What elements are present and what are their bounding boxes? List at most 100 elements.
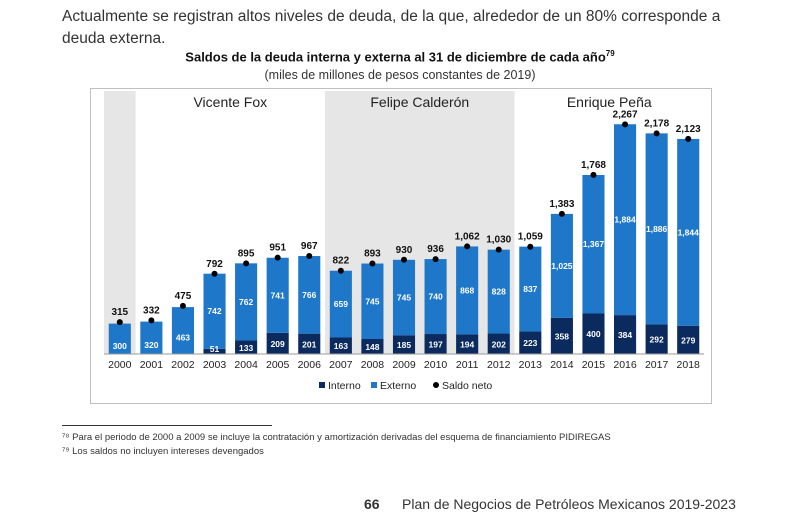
bar-externo-2011 [456, 246, 479, 335]
x-tick-2007: 2007 [329, 359, 353, 371]
label-externo-2009: 745 [397, 293, 411, 303]
bar-externo-2016 [614, 124, 637, 316]
x-tick-2000: 2000 [108, 359, 132, 371]
legend-swatch-saldo-neto [433, 382, 439, 388]
chart-title: Saldos de la deuda interna y externa al … [0, 49, 800, 64]
bar-externo-2015 [582, 174, 605, 314]
label-externo-2008: 745 [365, 296, 379, 306]
label-saldo-2009: 930 [396, 245, 413, 256]
bar-externo-2013 [519, 246, 542, 332]
label-interno-2011: 194 [460, 340, 474, 350]
x-tick-2018: 2018 [677, 359, 701, 371]
label-externo-2017: 1,886 [646, 224, 668, 234]
x-tick-2016: 2016 [613, 359, 637, 371]
label-interno-2006: 201 [302, 339, 316, 349]
label-saldo-2018: 2,123 [676, 124, 701, 135]
legend-label-interno: Interno [328, 380, 361, 392]
label-interno-2004: 133 [239, 343, 253, 353]
bar-externo-2014 [550, 213, 573, 318]
bar-externo-2012 [487, 249, 510, 334]
label-interno-2003: 51 [210, 344, 220, 354]
bar-interno-2011 [456, 334, 479, 354]
bar-externo-2000 [108, 323, 131, 354]
label-externo-2018: 1,844 [678, 227, 700, 237]
label-saldo-2001: 332 [143, 305, 160, 316]
bar-interno-2006 [298, 333, 321, 354]
dot-saldo-2012 [495, 246, 502, 253]
dot-saldo-2005 [274, 254, 281, 261]
bar-interno-2007 [329, 337, 352, 354]
bar-externo-2006 [298, 256, 321, 334]
footnote-78: ⁷⁸ Para el periodo de 2000 a 2009 se inc… [62, 432, 611, 443]
bar-externo-2002 [171, 307, 194, 354]
label-interno-2007: 163 [334, 341, 348, 351]
bar-interno-2003 [203, 348, 226, 354]
label-saldo-2006: 967 [301, 241, 318, 252]
label-externo-2005: 741 [271, 290, 285, 300]
chart-title-footnote-ref: 79 [605, 49, 615, 58]
label-externo-2006: 766 [302, 290, 316, 300]
label-interno-2017: 292 [650, 335, 664, 345]
x-tick-2012: 2012 [487, 359, 511, 371]
label-externo-2015: 1,367 [583, 239, 605, 249]
dot-saldo-2006 [306, 253, 313, 260]
label-interno-2018: 279 [681, 335, 695, 345]
debt-bar-chart: Vicente Fox Felipe Calderón Enrique Peña 30… [104, 91, 704, 392]
period-shade-1 [325, 91, 515, 354]
dot-saldo-2010 [432, 256, 439, 263]
label-externo-2011: 868 [460, 285, 474, 295]
label-interno-2012: 202 [492, 339, 506, 349]
label-interno-2013: 223 [523, 338, 537, 348]
label-saldo-2004: 895 [238, 248, 255, 259]
chart-subtitle: (miles de millones de pesos constantes d… [264, 68, 536, 82]
x-tick-2005: 2005 [266, 359, 290, 371]
bar-interno-2015 [582, 313, 605, 354]
label-externo-2002: 463 [176, 333, 190, 343]
dot-saldo-2015 [590, 171, 597, 178]
bar-interno-2004 [235, 340, 258, 354]
bar-interno-2016 [614, 315, 637, 354]
bar-interno-2008 [361, 339, 384, 354]
label-saldo-2000: 315 [111, 307, 128, 318]
footnote-divider [62, 425, 272, 426]
shade-2000 [104, 91, 136, 354]
period-label-2: Enrique Peña [567, 94, 652, 110]
dot-saldo-2007 [337, 267, 344, 274]
page-number: 66 [364, 496, 380, 512]
label-interno-2014: 358 [555, 331, 569, 341]
label-saldo-2008: 893 [364, 249, 381, 260]
bar-externo-2017 [645, 133, 668, 325]
dot-saldo-2016 [622, 121, 629, 128]
footnote-79: ⁷⁹ Los saldos no incluyen intereses deve… [62, 446, 264, 457]
x-tick-2009: 2009 [392, 359, 416, 371]
dot-saldo-2014 [558, 210, 565, 217]
dot-saldo-2004 [243, 260, 250, 267]
period-label-0: Vicente Fox [193, 94, 267, 110]
label-saldo-2007: 822 [332, 256, 349, 267]
bar-interno-2009 [392, 335, 416, 354]
bar-externo-2004 [235, 263, 258, 341]
label-saldo-2002: 475 [175, 291, 192, 302]
legend-swatch-externo [371, 382, 377, 388]
label-saldo-2016: 2,267 [613, 109, 638, 120]
legend-label-externo: Externo [380, 380, 416, 392]
bar-interno-2012 [487, 333, 510, 354]
dot-saldo-2003 [211, 270, 218, 277]
label-externo-2013: 837 [523, 284, 537, 294]
label-externo-2004: 762 [239, 297, 253, 307]
label-saldo-2010: 936 [427, 244, 444, 255]
bar-externo-2007 [329, 270, 352, 338]
dot-saldo-2013 [527, 243, 534, 250]
bar-interno-2018 [677, 325, 700, 354]
x-tick-2002: 2002 [171, 359, 195, 371]
label-interno-2009: 185 [397, 340, 411, 350]
x-tick-2011: 2011 [456, 359, 479, 371]
label-externo-2001: 320 [144, 340, 158, 350]
label-saldo-2003: 792 [206, 259, 223, 270]
label-interno-2016: 384 [618, 330, 632, 340]
label-externo-2003: 742 [207, 306, 221, 316]
x-tick-2006: 2006 [298, 359, 322, 371]
label-externo-2010: 740 [428, 292, 442, 302]
chart-frame: Vicente Fox Felipe Calderón Enrique Peña 30… [90, 88, 712, 404]
chart-title-text: Saldos de la deuda interna y externa al … [185, 49, 606, 65]
